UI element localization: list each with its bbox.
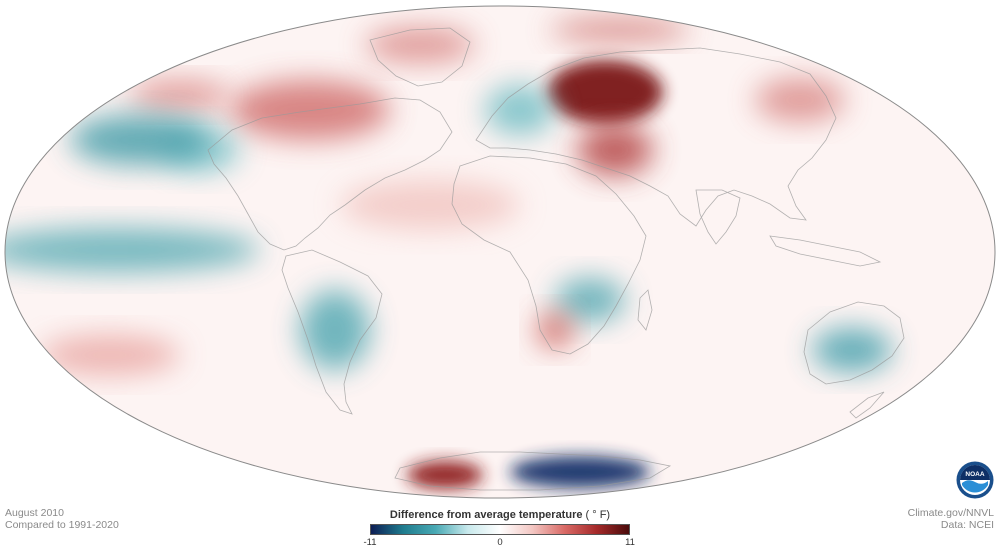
logo-text: NOAA: [965, 471, 984, 478]
coast-indonesia: [769, 235, 882, 267]
anomaly-south-pacific: [40, 335, 180, 375]
legend-max-label: 11: [625, 537, 635, 548]
anomaly-namibia: [537, 312, 573, 348]
credit-site: Climate.gov/NNVL: [907, 507, 994, 519]
coastline-layer: [207, 27, 905, 491]
anomaly-western-australia: [812, 328, 892, 372]
anomaly-alaska-arctic: [130, 80, 230, 110]
anomaly-pacific-stripe: [5, 228, 260, 272]
coast-greenland: [369, 27, 471, 87]
coast-north-america: [207, 97, 453, 251]
anomaly-layer: [5, 18, 892, 489]
map-svg: [4, 5, 996, 499]
coast-india: [695, 189, 741, 245]
anomaly-antarctica-east: [510, 456, 650, 488]
anomaly-east-siberia: [755, 78, 845, 122]
anomaly-north-atlantic: [230, 80, 390, 140]
anomaly-southern-africa: [555, 278, 625, 322]
anomaly-greenland: [365, 27, 475, 63]
anomaly-south-america: [300, 290, 370, 370]
anomaly-ural-region: [577, 124, 653, 176]
anomaly-arctic-ocean: [550, 18, 690, 42]
noaa-logo-icon: NOAA: [956, 461, 994, 499]
coast-africa: [451, 155, 647, 355]
coast-australia: [803, 301, 905, 385]
caption-baseline: Compared to 1991-2020: [5, 519, 119, 531]
legend-title-row: Difference from average temperature ( ° …: [370, 509, 630, 521]
caption-date: August 2010: [5, 507, 64, 519]
anomaly-western-russia: [547, 60, 663, 124]
coast-new-zealand: [849, 391, 885, 419]
coast-antarctica: [394, 451, 672, 491]
coast-madagascar: [637, 289, 653, 331]
anomaly-west-europe: [485, 85, 555, 135]
noaa-logo-svg: NOAA: [956, 461, 994, 499]
legend-ticks: -11 0 11: [363, 535, 634, 548]
map-caption: August 2010 Compared to 1991-2020: [5, 507, 119, 531]
legend-color-bar: [370, 524, 630, 535]
coast-eurasia: [475, 47, 837, 227]
global-temperature-anomaly-map: [4, 5, 996, 499]
globe-outline: [4, 5, 996, 499]
anomaly-antarctica-west: [407, 461, 483, 489]
anomaly-north-pacific: [70, 115, 210, 165]
anomaly-sahara: [340, 180, 520, 230]
credit-data-source: Data: NCEI: [940, 519, 994, 531]
legend-min-label: -11: [363, 537, 377, 548]
credits: Climate.gov/NNVL Data: NCEI: [908, 507, 994, 531]
legend-title: Difference from average temperature: [389, 509, 583, 521]
legend-mid-label: 0: [497, 537, 503, 548]
coast-south-america: [281, 249, 383, 415]
legend-unit: ( ° F): [585, 509, 611, 521]
color-legend: Difference from average temperature ( ° …: [363, 509, 634, 548]
